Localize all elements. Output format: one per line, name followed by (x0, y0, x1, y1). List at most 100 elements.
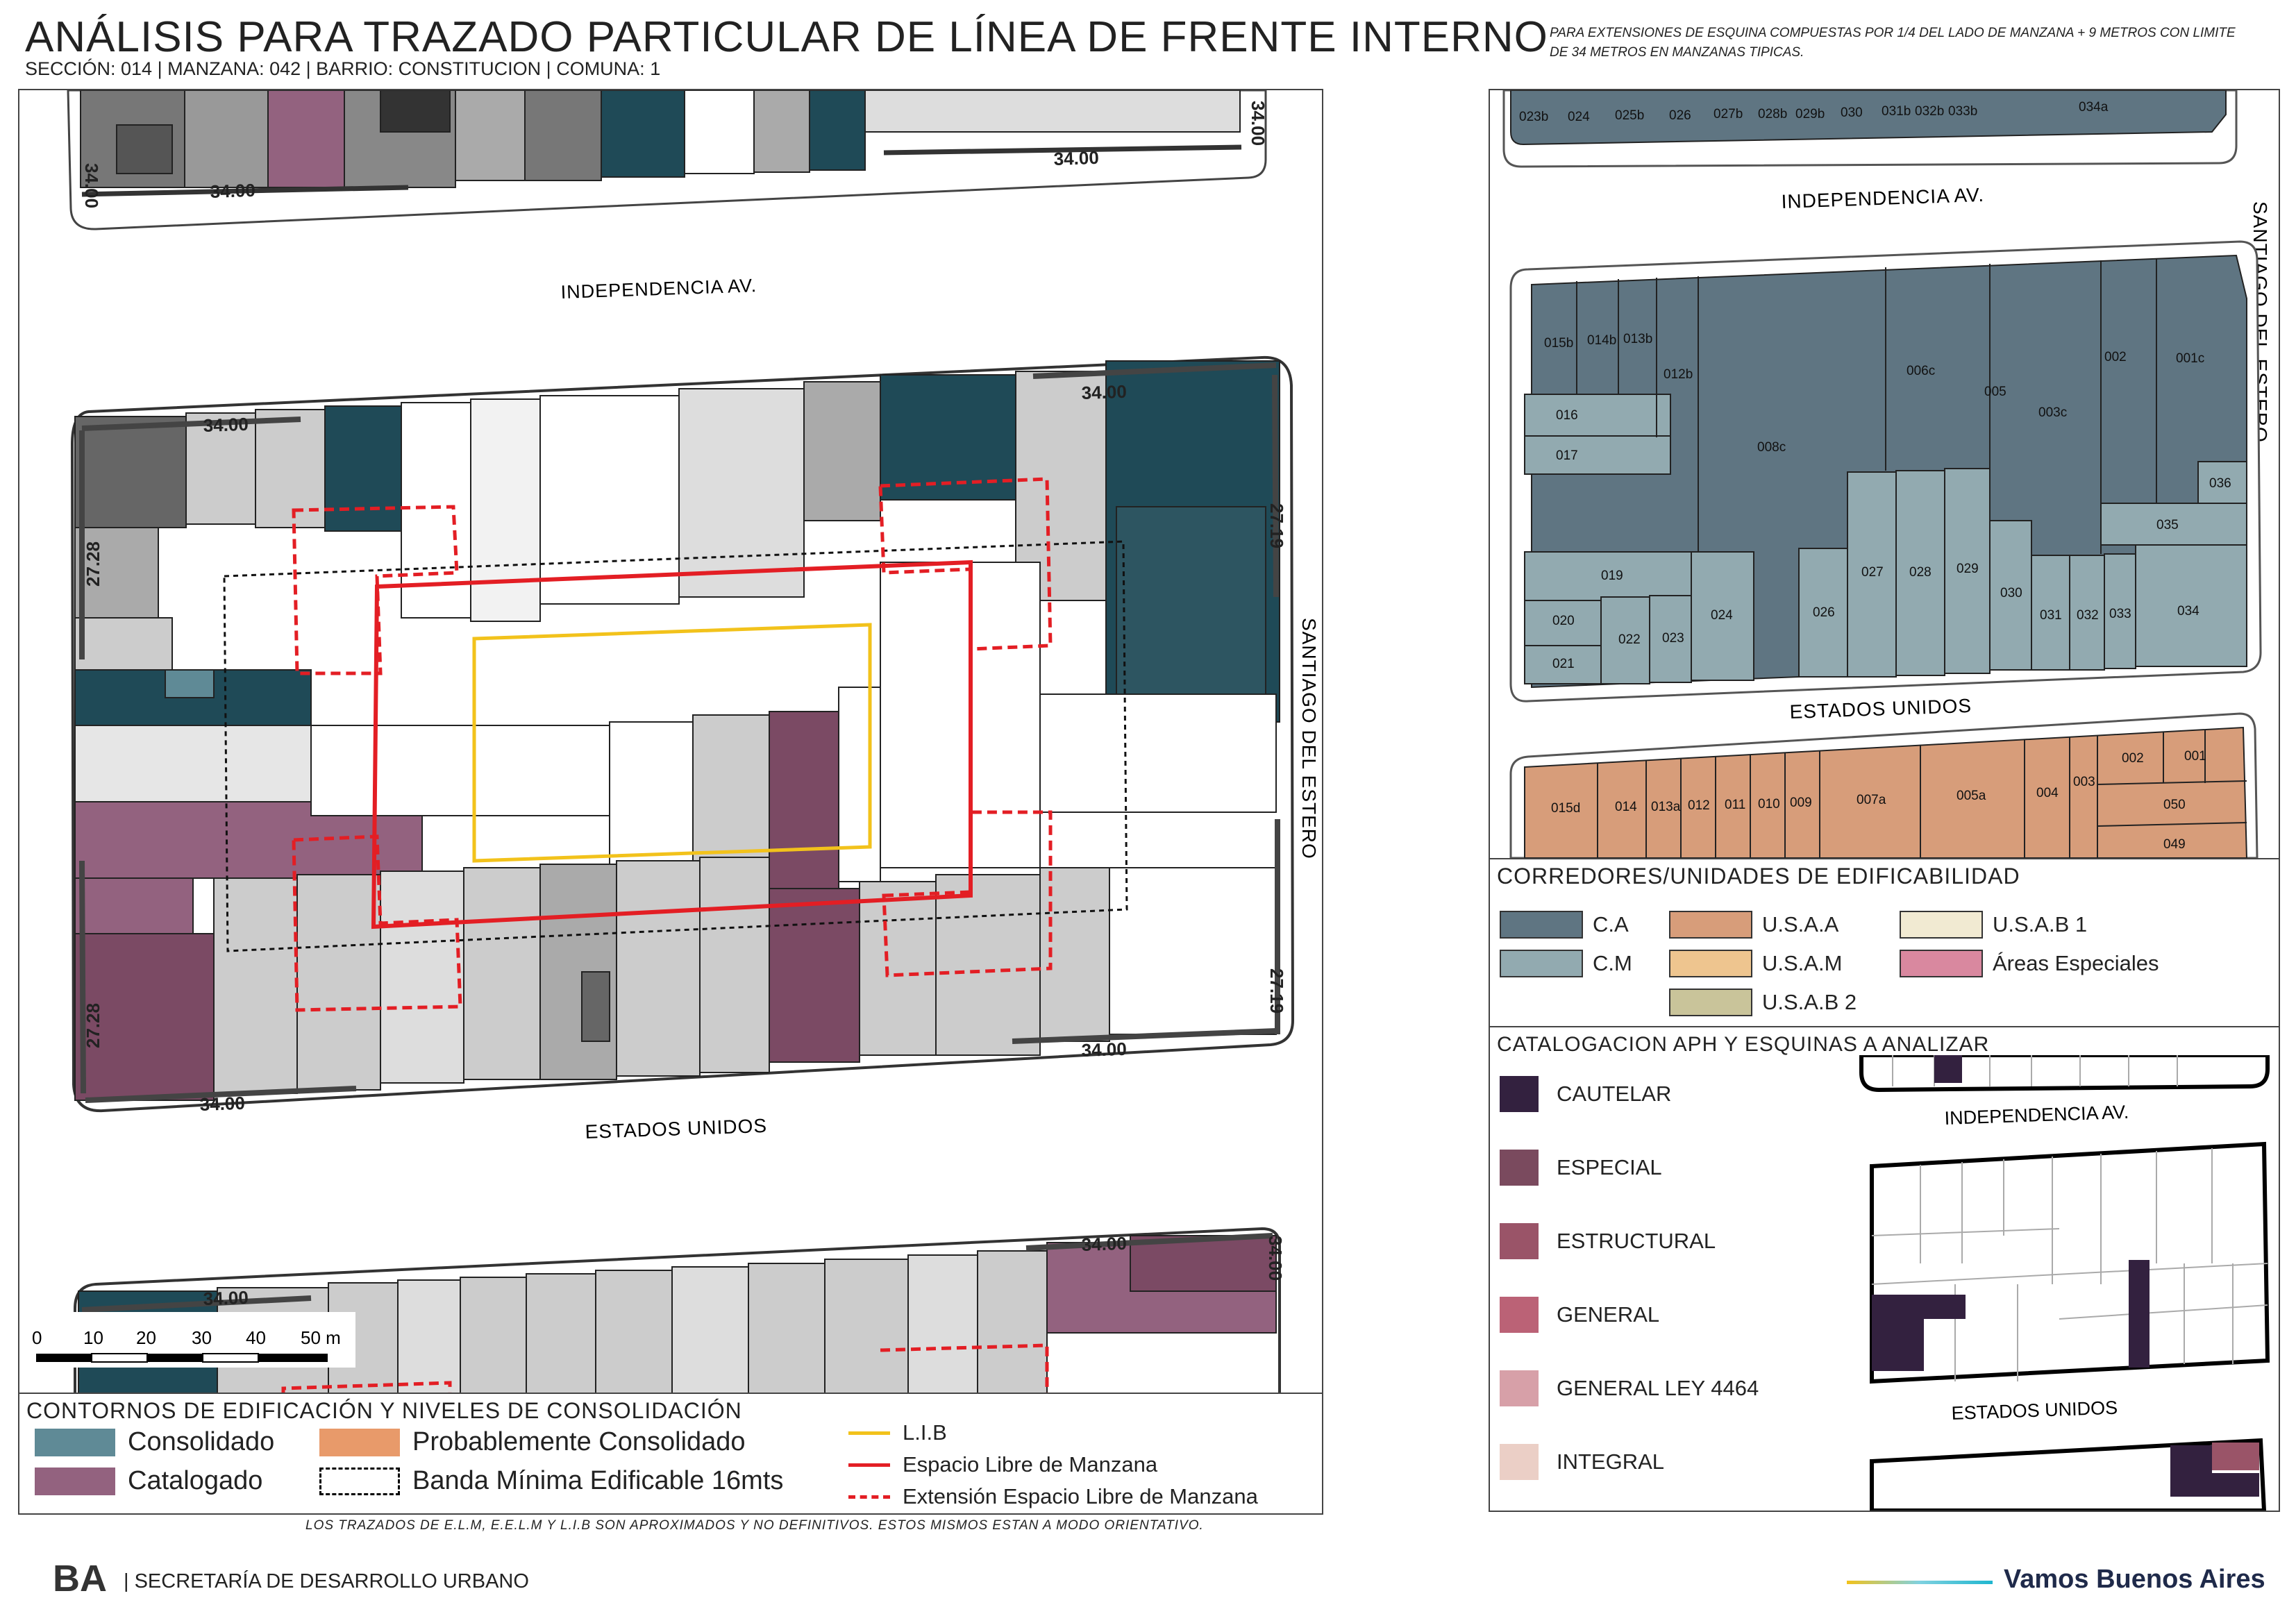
svg-text:009: 009 (1790, 796, 1812, 810)
legend-corridor-usab2: U.S.A.B 2 (1669, 989, 1857, 1016)
scale-label-40: 40 (246, 1327, 266, 1348)
org-name: | SECRETARÍA DE DESARROLLO URBANO (124, 1570, 529, 1592)
legend-item-consolidado: Consolidado (35, 1427, 274, 1457)
dim-label-ne: 34.00 (1081, 381, 1127, 403)
svg-text:026: 026 (1813, 605, 1835, 620)
svg-text:BA: BA (53, 1561, 107, 1594)
scale-label-30: 30 (192, 1327, 212, 1348)
legend-corridors: CORREDORES/UNIDADES DE EDIFICABILIDAD C.… (1489, 858, 2280, 1027)
svg-text:001c: 001c (2176, 351, 2204, 366)
main-map: INDEPENDENCIA AV. (19, 90, 1320, 1393)
legend-corridor-ca: C.A (1500, 911, 1629, 939)
dim-label-w-top: 27.28 (83, 541, 103, 587)
legend-line-elm: Espacio Libre de Manzana (848, 1452, 1157, 1477)
svg-text:029b: 029b (1795, 107, 1825, 121)
svg-text:024: 024 (1568, 110, 1590, 124)
dim-label-s-e: 34.00 (1265, 1236, 1286, 1281)
line-eelm-sample (848, 1495, 890, 1499)
scale-label-50: 50 m (301, 1327, 341, 1348)
ba-logo: BA (53, 1558, 112, 1599)
svg-text:019: 019 (1601, 569, 1623, 583)
block-north (67, 90, 1267, 230)
dim-label-top-right: 34.00 (1248, 101, 1268, 146)
svg-text:007a: 007a (1857, 793, 1886, 807)
street-south: ESTADOS UNIDOS (585, 1115, 767, 1143)
svg-text:028: 028 (1909, 565, 1932, 580)
svg-text:031: 031 (2040, 608, 2062, 623)
svg-text:023: 023 (1662, 631, 1684, 646)
right-street-south: ESTADOS UNIDOS (1789, 695, 1972, 723)
dim-label-s-right: 34.00 (1081, 1233, 1127, 1255)
legend-corridor-cm: C.M (1500, 950, 1632, 977)
swatch-integral (1500, 1444, 1539, 1480)
scale-label-10: 10 (83, 1327, 103, 1348)
legend-corridors-title: CORREDORES/UNIDADES DE EDIFICABILIDAD (1497, 864, 2020, 889)
aph-street-south: ESTADOS UNIDOS (1951, 1397, 2118, 1424)
street-north: INDEPENDENCIA AV. (560, 275, 757, 303)
scale-label-20: 20 (136, 1327, 156, 1348)
brand-slogan: Vamos Buenos Aires (2004, 1565, 2265, 1594)
svg-text:034: 034 (2177, 604, 2199, 619)
svg-text:013a: 013a (1651, 800, 1681, 814)
svg-text:050: 050 (2163, 798, 2186, 812)
svg-text:028b: 028b (1758, 107, 1787, 121)
line-lib-sample (848, 1431, 890, 1435)
dim-label-e-bottom: 27.19 (1266, 968, 1287, 1014)
svg-text:006c: 006c (1907, 364, 1935, 378)
swatch-usab2 (1669, 989, 1752, 1016)
aph-street-north: INDEPENDENCIA AV. (1944, 1102, 2129, 1129)
dim-label-nw: 34.00 (203, 414, 249, 436)
legend-item-catalogado: Catalogado (35, 1466, 262, 1496)
svg-text:008c: 008c (1757, 440, 1786, 455)
line-elm-sample (848, 1463, 890, 1467)
svg-text:010: 010 (1758, 797, 1780, 812)
svg-text:036: 036 (2209, 476, 2231, 491)
bottom-block-parcel-labels: 015d 014 013a 012 011 010 009 007a 005a … (1551, 749, 2206, 852)
svg-text:026: 026 (1669, 108, 1691, 123)
legend-aph-general-ley: GENERAL LEY 4464 (1500, 1370, 1759, 1406)
svg-text:025b: 025b (1615, 108, 1644, 123)
brand-gradient-line (1847, 1581, 1993, 1584)
svg-text:002: 002 (2122, 751, 2144, 766)
legend-corridor-especiales: Áreas Especiales (1900, 950, 2159, 977)
legend-aph-estructural: ESTRUCTURAL (1500, 1223, 1716, 1259)
swatch-consolidado (35, 1428, 115, 1456)
svg-text:030: 030 (1841, 106, 1863, 120)
dim-label-w-bottom: 27.28 (83, 1003, 103, 1048)
svg-text:035: 035 (2156, 518, 2179, 532)
dim-label-sw: 34.00 (199, 1093, 245, 1115)
svg-text:001: 001 (2184, 749, 2206, 764)
swatch-usab1 (1900, 911, 1983, 939)
block-main (70, 355, 1295, 1113)
swatch-usaa (1669, 911, 1752, 939)
svg-text:034a: 034a (2079, 100, 2109, 115)
swatch-banda (319, 1467, 400, 1495)
swatch-ca (1500, 911, 1583, 939)
dim-label-top-left: 34.00 (81, 163, 102, 208)
dim-label-top-bottom: 34.00 (210, 180, 255, 202)
svg-text:004: 004 (2036, 786, 2059, 800)
legend-aph: CATALOGACION APH Y ESQUINAS A ANALIZAR C… (1489, 1026, 2280, 1512)
svg-text:032: 032 (2077, 608, 2099, 623)
dim-label-s-left: 34.00 (203, 1287, 249, 1309)
svg-text:049: 049 (2163, 837, 2186, 852)
legend-line-eelm: Extensión Espacio Libre de Manzana (848, 1484, 1258, 1509)
svg-text:027: 027 (1861, 565, 1884, 580)
legend-line-lib: L.I.B (848, 1420, 947, 1445)
svg-text:029: 029 (1956, 562, 1979, 576)
page-subtitle: SECCIÓN: 014 | MANZANA: 042 | BARRIO: CO… (25, 58, 661, 79)
page-title: ANÁLISIS PARA TRAZADO PARTICULAR DE LÍNE… (25, 13, 1548, 61)
main-map-panel: INDEPENDENCIA AV. (18, 89, 1323, 1394)
legend-aph-integral: INTEGRAL (1500, 1444, 1664, 1480)
svg-text:013b: 013b (1623, 332, 1652, 346)
svg-text:016: 016 (1556, 408, 1578, 423)
svg-text:033b: 033b (1948, 104, 1977, 119)
aph-mini-map: INDEPENDENCIA AV. ESTADOS UNIDOS (1859, 1055, 2270, 1511)
svg-text:012: 012 (1688, 798, 1710, 813)
svg-text:031b: 031b (1882, 104, 1911, 119)
svg-text:030: 030 (2000, 586, 2022, 600)
svg-text:027b: 027b (1713, 107, 1743, 121)
legend-corridor-usam: U.S.A.M (1669, 950, 1842, 977)
legend-corridor-usaa: U.S.A.A (1669, 911, 1838, 939)
right-map: 023b 024 025b 026 027b 028b 029b 030 031… (1502, 90, 2271, 858)
